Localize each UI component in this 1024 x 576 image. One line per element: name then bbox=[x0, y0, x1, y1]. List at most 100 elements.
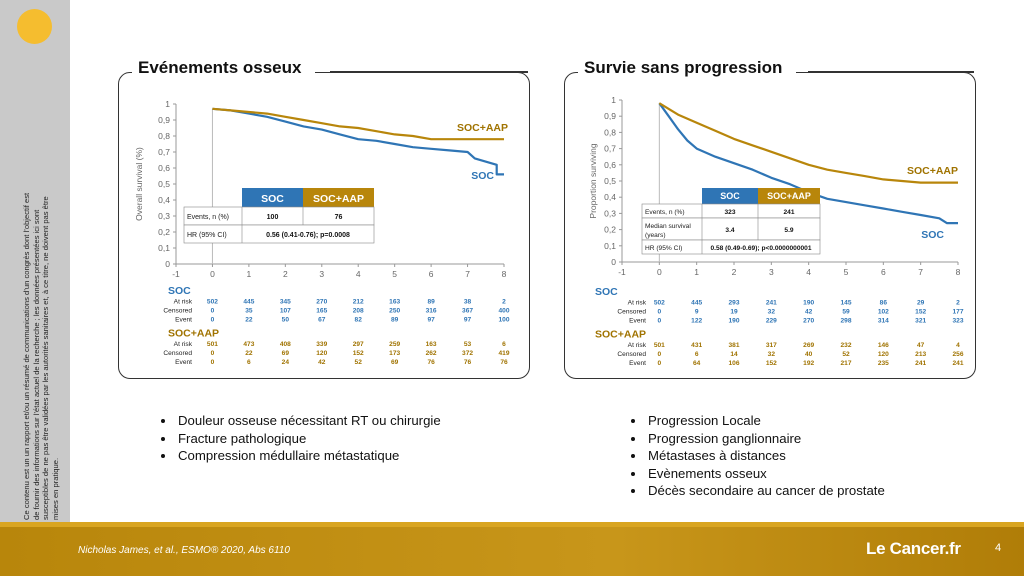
title-underline bbox=[808, 71, 974, 73]
risk-value: 297 bbox=[353, 341, 364, 348]
risk-value: 232 bbox=[840, 342, 851, 349]
risk-value: 317 bbox=[766, 342, 777, 349]
table-value-soc-aap: 5.9 bbox=[784, 227, 793, 234]
risk-value: 270 bbox=[316, 299, 327, 306]
bullet-item: Compression médullaire métastatique bbox=[176, 447, 441, 465]
table-value-soc: 100 bbox=[267, 214, 279, 221]
table-header-label: SOC+AAP bbox=[313, 193, 364, 205]
y-tick-label: 0,4 bbox=[604, 192, 616, 202]
risk-value: 97 bbox=[427, 317, 435, 324]
risk-value: 120 bbox=[316, 350, 327, 357]
y-tick-label: 0,1 bbox=[604, 241, 616, 251]
y-tick-label: 0,9 bbox=[604, 111, 616, 121]
table-row bbox=[641, 239, 821, 255]
risk-value: 0 bbox=[211, 317, 215, 324]
y-tick-label: 1 bbox=[611, 95, 616, 105]
risk-value: 321 bbox=[915, 318, 926, 325]
risk-value: 293 bbox=[728, 300, 739, 307]
risk-value: 6 bbox=[502, 341, 506, 348]
disclaimer-text: Ce contenu est un un rapport et/ou un ré… bbox=[22, 192, 60, 520]
risk-value: 419 bbox=[498, 350, 509, 357]
risk-value: 29 bbox=[917, 300, 925, 307]
risk-value: 2 bbox=[502, 299, 506, 306]
risk-row-label: At risk bbox=[628, 342, 647, 349]
x-tick-label: 4 bbox=[356, 269, 361, 279]
risk-value: 445 bbox=[243, 299, 254, 306]
risk-value: 24 bbox=[282, 359, 290, 366]
risk-value: 22 bbox=[245, 317, 253, 324]
risk-value: 314 bbox=[878, 318, 889, 325]
legend-label-soc: SOC bbox=[921, 229, 944, 241]
risk-value: 192 bbox=[803, 360, 814, 367]
x-tick-label: 2 bbox=[283, 269, 288, 279]
bullet-item: Fracture pathologique bbox=[176, 430, 441, 448]
legend-label-soc-aap: SOC+AAP bbox=[907, 165, 958, 177]
footer-bar bbox=[0, 527, 1024, 576]
risk-value: 0 bbox=[211, 359, 215, 366]
risk-row-label: Censored bbox=[163, 350, 192, 357]
x-tick-label: 6 bbox=[429, 269, 434, 279]
risk-value: 372 bbox=[462, 350, 473, 357]
y-tick-label: 0,3 bbox=[158, 211, 170, 221]
risk-value: 163 bbox=[426, 341, 437, 348]
risk-value: 122 bbox=[691, 318, 702, 325]
risk-row-label: Event bbox=[629, 360, 646, 367]
table-row bbox=[183, 224, 375, 244]
risk-value: 259 bbox=[389, 341, 400, 348]
risk-value: 47 bbox=[917, 342, 925, 349]
risk-value: 190 bbox=[803, 300, 814, 307]
x-tick-label: 7 bbox=[918, 267, 923, 277]
panel-title-right: Survie sans progression bbox=[578, 58, 797, 78]
risk-value: 76 bbox=[427, 359, 435, 366]
risk-value: 2 bbox=[956, 300, 960, 307]
risk-value: 241 bbox=[915, 360, 926, 367]
table-row-label: Median survival bbox=[645, 223, 691, 230]
risk-value: 256 bbox=[952, 351, 963, 358]
risk-row-label: Censored bbox=[163, 308, 192, 315]
risk-value: 42 bbox=[805, 309, 813, 316]
x-tick-label: 2 bbox=[732, 267, 737, 277]
title-underline bbox=[330, 71, 528, 73]
risk-value: 52 bbox=[842, 351, 850, 358]
risk-value: 208 bbox=[353, 308, 364, 315]
table-value-soc: 323 bbox=[724, 209, 735, 216]
risk-value: 107 bbox=[280, 308, 291, 315]
x-tick-label: -1 bbox=[618, 267, 626, 277]
risk-row-label: Censored bbox=[617, 309, 646, 316]
risk-value: 408 bbox=[280, 341, 291, 348]
risk-value: 4 bbox=[956, 342, 960, 349]
left-sidebar: Ce contenu est un un rapport et/ou un ré… bbox=[0, 0, 70, 576]
y-tick-label: 0,3 bbox=[604, 208, 616, 218]
series-line-soc bbox=[212, 107, 504, 176]
sun-circle-icon bbox=[17, 9, 52, 44]
y-tick-label: 0,4 bbox=[158, 195, 170, 205]
risk-value: 89 bbox=[391, 317, 399, 324]
risk-row-label: Event bbox=[629, 318, 646, 325]
table-header-soc bbox=[702, 188, 758, 204]
risk-group-name: SOC+AAP bbox=[168, 328, 219, 340]
risk-value: 212 bbox=[353, 299, 364, 306]
risk-value: 367 bbox=[462, 308, 473, 315]
risk-value: 431 bbox=[691, 342, 702, 349]
risk-value: 473 bbox=[243, 341, 254, 348]
risk-value: 67 bbox=[318, 317, 326, 324]
risk-row-label: Censored bbox=[617, 351, 646, 358]
risk-value: 76 bbox=[500, 359, 508, 366]
risk-value: 6 bbox=[695, 351, 699, 358]
risk-value: 269 bbox=[803, 342, 814, 349]
x-tick-label: 6 bbox=[881, 267, 886, 277]
bullet-item: Douleur osseuse nécessitant RT ou chirur… bbox=[176, 412, 441, 430]
risk-value: 241 bbox=[952, 360, 963, 367]
table-header-soc bbox=[242, 188, 303, 207]
risk-group-name: SOC bbox=[595, 286, 618, 298]
risk-value: 445 bbox=[691, 300, 702, 307]
table-header-label: SOC+AAP bbox=[767, 191, 811, 201]
risk-value: 145 bbox=[840, 300, 851, 307]
y-tick-label: 0,2 bbox=[604, 225, 616, 235]
chart-survie-sans-progression: 00,10,20,30,40,50,60,70,80,91-1 0 1 2 3 4 5 6 7 8… bbox=[588, 95, 964, 367]
risk-value: 59 bbox=[842, 309, 850, 316]
bullet-item: Progression Locale bbox=[646, 412, 885, 430]
y-tick-label: 0,8 bbox=[604, 127, 616, 137]
risk-value: 217 bbox=[840, 360, 851, 367]
risk-value: 235 bbox=[878, 360, 889, 367]
